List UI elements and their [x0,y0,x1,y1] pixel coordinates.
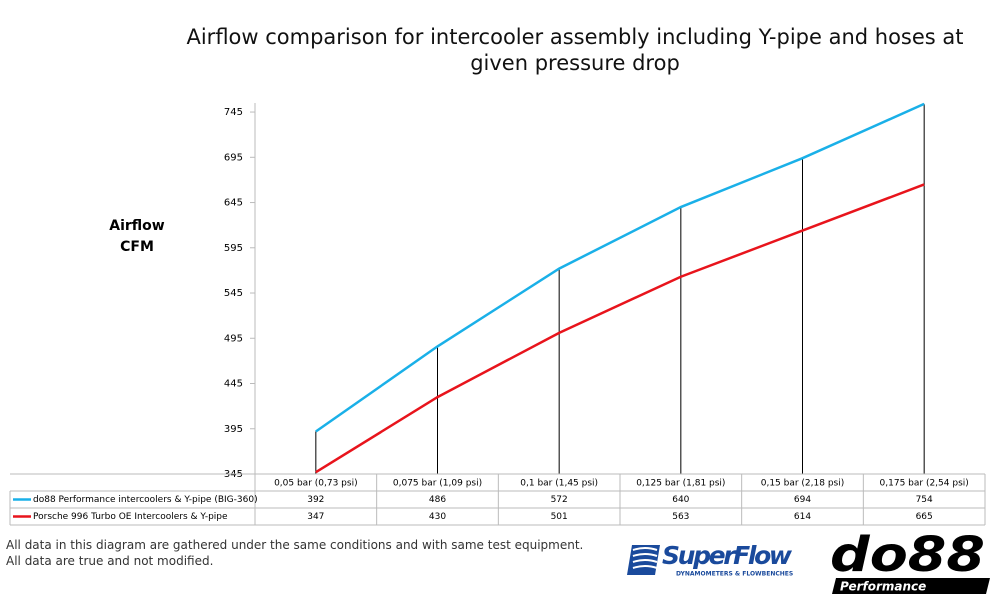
table-value: 694 [794,495,811,505]
do88-name: do88 [830,527,985,583]
table-value: 501 [551,512,568,522]
chart-title: Airflow comparison for intercooler assem… [186,25,964,75]
table-value: 430 [429,512,446,522]
superflow-name: SuperFlow [662,541,793,570]
superflow-tagline: DYNAMOMETERS & FLOWBENCHES [676,571,793,578]
do88-tagline: Performance [840,580,926,594]
x-tick-label: 0,1 bar (1,45 psi) [520,479,598,489]
table-value: 486 [429,495,446,505]
x-tick-label: 0,05 bar (0,73 psi) [274,479,358,489]
table-value: 640 [672,495,689,505]
table-value: 665 [916,512,933,522]
table-value: 347 [307,512,324,522]
y-tick-label: 695 [224,152,243,163]
y-tick-label: 395 [224,424,243,435]
superflow-icon-stripe [632,553,658,557]
footnote: All data are true and not modified. [6,554,214,568]
y-axis-label: Airflow CFM [109,218,165,255]
y-tick-label: 595 [224,243,243,254]
x-tick-label: 0,15 bar (2,18 psi) [761,479,845,489]
do88-bar [832,578,990,594]
x-tick-label: 0,175 bar (2,54 psi) [880,479,969,489]
legend-label: Porsche 996 Turbo OE Intercoolers & Y-pi… [33,512,228,522]
table-value: 614 [794,512,811,522]
y-tick-label: 445 [224,379,243,390]
y-tick-label: 545 [224,288,243,299]
table-value: 392 [307,495,324,505]
series-line [315,183,925,474]
y-tick-label: 495 [224,333,243,344]
table-value: 754 [916,495,933,505]
x-tick-label: 0,075 bar (1,09 psi) [393,479,482,489]
y-tick-label: 745 [224,107,243,118]
legend-label: do88 Performance intercoolers & Y-pipe (… [33,495,258,505]
superflow-icon-stripe [632,565,658,569]
x-tick-label: 0,125 bar (1,81 psi) [636,479,725,489]
footnote: All data in this diagram are gathered un… [6,538,584,552]
superflow-icon-stripe [632,547,658,551]
table-value: 572 [551,495,568,505]
series-line [315,102,925,433]
table-value: 563 [672,512,689,522]
superflow-icon-stripe [632,559,658,563]
y-tick-label: 645 [224,198,243,209]
